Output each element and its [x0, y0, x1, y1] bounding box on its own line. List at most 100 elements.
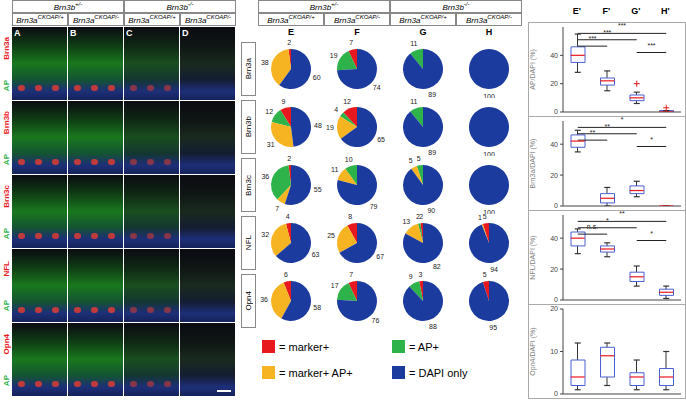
html-text:= AP+: = AP+	[409, 340, 439, 353]
svg-text:63: 63	[312, 251, 320, 258]
svg-text:20: 20	[550, 172, 558, 179]
svg-text:Opn4/DAPI (%): Opn4/DAPI (%)	[529, 327, 537, 375]
svg-text:10: 10	[550, 348, 558, 355]
html-text:Brn3aCKOAP/-: Brn3aCKOAP/-	[73, 14, 119, 25]
html-text:Brn3aCKOAP/-: Brn3aCKOAP/-	[466, 14, 512, 25]
html-text:Brn3aCKOAP/+: Brn3aCKOAP/+	[399, 14, 447, 25]
svg-text:0: 0	[554, 296, 558, 303]
svg-text:6: 6	[284, 272, 288, 278]
svg-text:12: 12	[343, 98, 351, 105]
html-text:= marker+: = marker+	[279, 340, 330, 353]
svg-text:94: 94	[490, 266, 498, 272]
html-text:Brn3b+/-: Brn3b+/-	[53, 1, 83, 12]
svg-text:40: 40	[550, 52, 558, 59]
svg-text:0: 0	[554, 108, 558, 115]
svg-text:2: 2	[287, 40, 291, 46]
svg-text:76: 76	[372, 317, 380, 324]
svg-text:55: 55	[314, 186, 322, 193]
svg-text:**: **	[619, 211, 625, 217]
svg-text:5: 5	[483, 272, 487, 278]
html-text:= DAPI only: = DAPI only	[409, 366, 468, 379]
svg-text:20: 20	[550, 305, 558, 312]
html-text:Brn3a: Brn3a	[1, 37, 11, 60]
svg-text:9: 9	[409, 273, 413, 280]
svg-text:17: 17	[331, 282, 339, 289]
svg-text:7: 7	[349, 272, 353, 278]
svg-text:AP/DAPI (%): AP/DAPI (%)	[529, 49, 537, 89]
html-text:Brn3aCKOAP/+: Brn3aCKOAP/+	[128, 14, 176, 25]
svg-text:1: 1	[478, 214, 482, 221]
svg-text:***: ***	[618, 23, 626, 29]
svg-text:90: 90	[427, 207, 435, 214]
svg-text:3: 3	[419, 272, 423, 278]
svg-text:79: 79	[370, 203, 378, 210]
svg-text:74: 74	[373, 84, 381, 91]
svg-text:65: 65	[377, 136, 385, 143]
svg-text:**: **	[605, 123, 611, 130]
svg-text:***: ***	[588, 35, 596, 42]
svg-text:2: 2	[416, 214, 420, 220]
svg-text:36: 36	[261, 173, 269, 180]
svg-text:7: 7	[275, 205, 279, 212]
svg-text:40: 40	[550, 141, 558, 148]
svg-text:19: 19	[330, 52, 338, 59]
svg-text:***: ***	[603, 29, 611, 36]
svg-text:25: 25	[327, 232, 335, 239]
svg-text:0: 0	[554, 202, 558, 209]
svg-text:13: 13	[402, 218, 410, 225]
svg-text:7: 7	[349, 40, 353, 46]
svg-text:48: 48	[314, 122, 322, 129]
svg-text:100: 100	[483, 151, 495, 157]
svg-text:20: 20	[550, 80, 558, 87]
svg-text:5: 5	[483, 214, 487, 220]
svg-text:5: 5	[417, 156, 421, 162]
svg-text:12: 12	[265, 108, 273, 115]
svg-text:88: 88	[429, 323, 437, 330]
svg-text:100: 100	[483, 93, 495, 99]
svg-text:11: 11	[410, 40, 417, 47]
html-text:AP: AP	[1, 79, 11, 91]
svg-text:**: **	[590, 129, 596, 136]
svg-text:36: 36	[260, 296, 268, 303]
svg-text:*: *	[650, 136, 653, 143]
svg-text:0: 0	[554, 390, 558, 397]
svg-text:2: 2	[287, 156, 291, 162]
svg-text:4: 4	[334, 106, 338, 113]
svg-text:40: 40	[550, 235, 558, 242]
svg-text:***: ***	[647, 42, 655, 49]
html-text:= marker+ AP+: = marker+ AP+	[279, 366, 353, 379]
html-text:Brn3aCKOAP/+: Brn3aCKOAP/+	[267, 14, 315, 25]
html-text:Brn3b-/-: Brn3b-/-	[442, 1, 470, 12]
svg-text:10: 10	[345, 156, 353, 163]
html-text:Brn3b-/-: Brn3b-/-	[166, 1, 194, 12]
svg-text:89: 89	[428, 149, 436, 156]
svg-text:2: 2	[419, 214, 423, 220]
svg-text:32: 32	[261, 231, 269, 238]
html-text:Brn3aCKOAP/+: Brn3aCKOAP/+	[16, 14, 64, 25]
svg-text:11: 11	[410, 98, 417, 105]
svg-text:*: *	[621, 117, 624, 123]
html-text:Brn3aCKOAP/-: Brn3aCKOAP/-	[334, 14, 380, 25]
svg-text:31: 31	[267, 141, 275, 148]
svg-text:67: 67	[376, 253, 384, 260]
html-text:Brn3b+/-: Brn3b+/-	[309, 1, 339, 12]
svg-text:58: 58	[313, 304, 321, 311]
svg-text:95: 95	[489, 324, 497, 330]
svg-text:60: 60	[313, 74, 321, 81]
svg-text:19: 19	[326, 124, 334, 131]
svg-text:82: 82	[433, 263, 441, 270]
svg-text:Brn3a/DAPI (%): Brn3a/DAPI (%)	[529, 139, 537, 189]
svg-text:NFL/DAPI (%): NFL/DAPI (%)	[529, 235, 537, 279]
svg-text:11: 11	[331, 166, 338, 173]
svg-text:*: *	[650, 230, 653, 237]
svg-text:*: *	[606, 217, 609, 224]
svg-text:4: 4	[286, 214, 290, 220]
svg-text:89: 89	[428, 91, 436, 98]
svg-text:n.s.: n.s.	[587, 223, 598, 230]
svg-text:8: 8	[348, 214, 352, 220]
svg-text:9: 9	[282, 98, 286, 105]
svg-text:20: 20	[550, 266, 558, 273]
svg-text:5: 5	[409, 157, 413, 164]
html-text:Brn3aCKOAP/-: Brn3aCKOAP/-	[185, 14, 231, 25]
svg-text:38: 38	[261, 59, 269, 66]
